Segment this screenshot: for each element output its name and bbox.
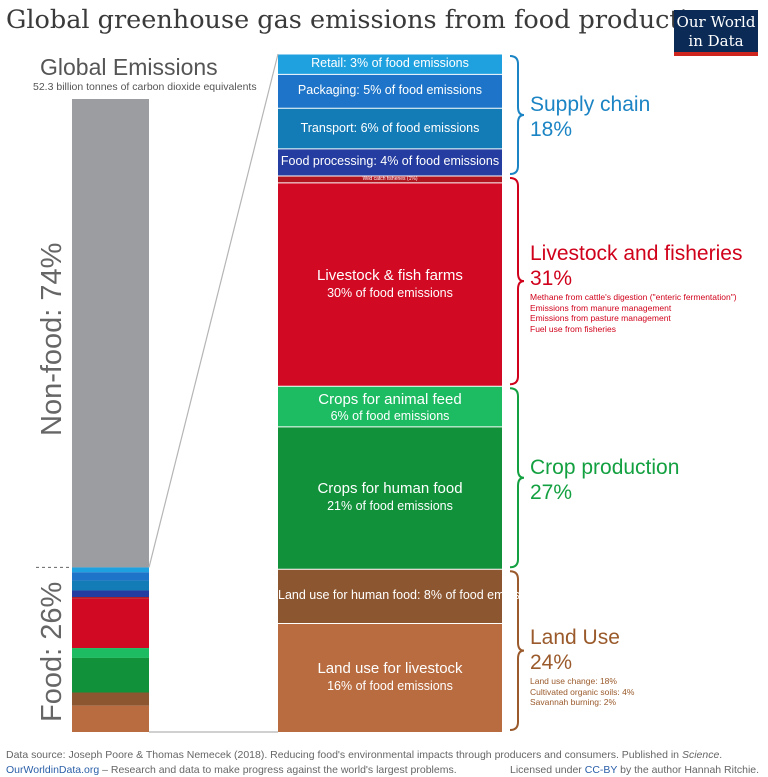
food-mini-segment: [72, 597, 149, 599]
category-share: 18%: [530, 118, 573, 142]
food-mini-segment: [72, 580, 149, 591]
category-note: Methane from cattle's digestion ("enteri…: [530, 292, 737, 303]
page-title: Global greenhouse gas emissions from foo…: [6, 5, 720, 35]
license-link[interactable]: CC-BY: [584, 764, 618, 776]
category-share: 24%: [530, 651, 573, 675]
food-mini-segment: [72, 657, 149, 693]
food-mini-segment: [72, 648, 149, 658]
category-brace: [509, 387, 525, 569]
food-segment-bar: [278, 54, 502, 75]
segment-label-share: 21% of food emissions: [327, 499, 453, 514]
logo-line-1: Our World: [676, 13, 756, 31]
food-segment-bar: [278, 569, 502, 624]
segment-label-title: Livestock & fish farms: [317, 266, 463, 284]
non-food-bar: [72, 99, 149, 568]
food-segment-bar: [278, 426, 502, 570]
food-mini-segment: [72, 567, 149, 573]
site-link[interactable]: OurWorldinData.org: [6, 764, 100, 776]
food-segment-bar: [278, 176, 502, 183]
segment-label-share: 16% of food emissions: [327, 678, 453, 693]
category-note: Cultivated organic soils: 4%: [530, 686, 635, 697]
segment-label-title: Land use for human food: 8% of food emis…: [278, 588, 543, 603]
food-segment-bar: [278, 386, 502, 427]
emissions-chart: [36, 53, 525, 733]
food-segment-bar: [278, 74, 502, 109]
data-source-note: Data source: Joseph Poore & Thomas Nemec…: [6, 749, 722, 761]
segment-label-share: 30% of food emissions: [327, 285, 453, 300]
category-title: Livestock and fisheries: [530, 242, 743, 266]
segment-label-title: Crops for animal feed: [318, 390, 462, 408]
license-prefix: Licensed under: [510, 764, 585, 776]
segment-label-title: Food processing: 4% of food emissions: [280, 154, 500, 169]
source-journal: Science: [681, 749, 720, 761]
food-mini-segment: [72, 598, 149, 649]
segment-label-share: 6% of food emissions: [330, 408, 450, 423]
category-note: Emissions from manure management: [530, 302, 672, 313]
category-share: 27%: [530, 480, 573, 504]
global-emissions-subtitle: 52.3 billion tonnes of carbon dioxide eq…: [33, 81, 257, 93]
global-emissions-title: Global Emissions: [40, 54, 218, 80]
category-title: Supply chain: [530, 93, 651, 117]
category-note: Savannah burning: 2%: [530, 697, 617, 708]
source-suffix: .: [719, 749, 723, 761]
category-note: Emissions from pasture management: [530, 313, 671, 324]
food-segment-bar: [278, 108, 502, 149]
connector-top: [148, 53, 279, 568]
food-segment-bar: [278, 148, 502, 177]
license-suffix: by the author Hannah Ritchie.: [617, 764, 760, 776]
category-brace: [509, 55, 525, 176]
category-title: Crop production: [530, 455, 680, 479]
segment-label-title: Wild catch fisheries (1%): [362, 176, 418, 183]
segment-label-title: Land use for livestock: [317, 659, 463, 677]
category-title: Land Use: [530, 626, 620, 650]
license-note: Licensed under CC-BY by the author Hanna…: [510, 764, 759, 776]
food-mini-segment: [72, 590, 149, 598]
food-mini-segment: [72, 705, 149, 732]
category-brace: [509, 570, 525, 731]
source-text: Data source: Joseph Poore & Thomas Nemec…: [6, 749, 682, 761]
category-share: 31%: [530, 267, 573, 291]
non-food-share-label: Non-food: 74%: [36, 242, 68, 436]
segment-label-title: Transport: 6% of food emissions: [300, 120, 480, 135]
food-mini-segment: [72, 692, 149, 706]
food-segment-bar: [278, 623, 502, 732]
segment-label-title: Crops for human food: [317, 480, 463, 498]
owid-logo[interactable]: Our World in Data: [674, 10, 758, 56]
food-share-label: Food: 26%: [36, 581, 68, 722]
food-mini-segment: [72, 572, 149, 581]
category-brace: [509, 177, 525, 386]
segment-label-title: Packaging: 5% of food emissions: [297, 83, 483, 98]
logo-line-2: in Data: [688, 32, 744, 50]
category-note: Fuel use from fisheries: [530, 323, 616, 334]
site-tagline: – Research and data to make progress aga…: [99, 764, 457, 776]
category-note: Land use change: 18%: [530, 676, 617, 687]
food-segment-bar: [278, 182, 502, 387]
logo-red-bar: [674, 52, 758, 56]
segment-label-title: Retail: 3% of food emissions: [311, 56, 469, 71]
site-credit: OurWorldinData.org – Research and data t…: [6, 764, 457, 776]
